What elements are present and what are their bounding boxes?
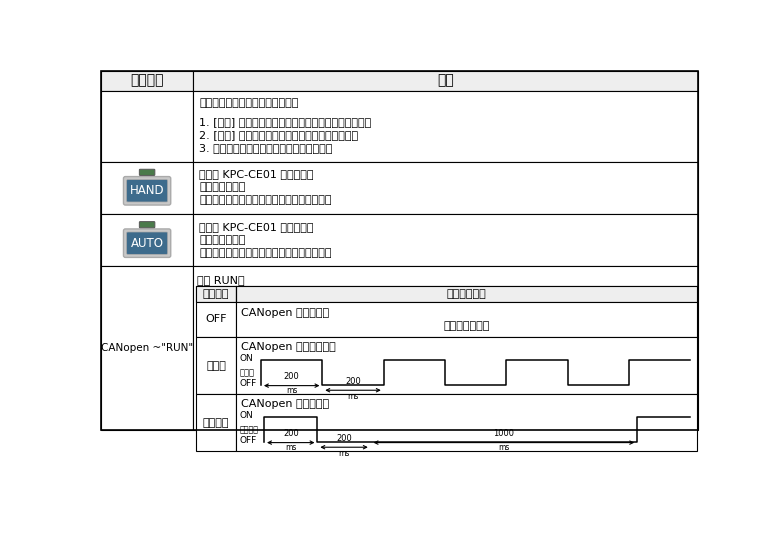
Text: CANopen ~"RUN": CANopen ~"RUN" <box>101 343 193 353</box>
Bar <box>196 302 236 337</box>
Text: 单次闪烁: 单次闪烁 <box>239 425 258 434</box>
Bar <box>193 162 698 214</box>
Bar <box>193 71 698 91</box>
Text: 闪烁中: 闪烁中 <box>239 368 254 377</box>
Bar <box>236 302 697 337</box>
Bar <box>101 162 193 214</box>
Text: ON: ON <box>239 411 253 420</box>
Text: ms: ms <box>498 443 509 452</box>
Text: 3. 闪烁：当转矩命令小于零，电机为正转时: 3. 闪烁：当转矩命令小于零，电机为正转时 <box>199 143 332 153</box>
Text: CANopen 在停止状态: CANopen 在停止状态 <box>241 399 329 409</box>
FancyBboxPatch shape <box>126 232 168 255</box>
Bar <box>196 286 697 302</box>
Text: HAND: HAND <box>129 184 165 197</box>
Text: CANopen 在预操作状态: CANopen 在预操作状态 <box>241 342 335 351</box>
Text: ms: ms <box>347 392 359 401</box>
Text: 自动灯号。自动时灯亮，灯灭代表手动模式。: 自动灯号。自动时灯亮，灯灭代表手动模式。 <box>199 248 332 258</box>
Bar <box>193 266 698 430</box>
Text: 灯号名称: 灯号名称 <box>130 74 164 87</box>
Bar <box>193 214 698 266</box>
Text: ms: ms <box>339 449 349 458</box>
Bar <box>101 214 193 266</box>
Bar <box>101 91 193 162</box>
Text: OFF: OFF <box>205 314 227 324</box>
Text: AUTO: AUTO <box>130 237 164 250</box>
FancyBboxPatch shape <box>140 169 155 175</box>
Text: 灯号亮灭情形: 灯号亮灭情形 <box>446 289 486 299</box>
Text: ms: ms <box>285 443 296 452</box>
Text: OFF: OFF <box>239 379 257 388</box>
Bar <box>236 286 697 302</box>
Text: （只有 KPC-CE01 有此功能）: （只有 KPC-CE01 有此功能） <box>199 169 314 179</box>
Text: 200: 200 <box>346 377 361 385</box>
Bar <box>196 286 236 302</box>
Text: 在转矩模式下的变频器运转方向灯: 在转矩模式下的变频器运转方向灯 <box>199 99 299 109</box>
FancyBboxPatch shape <box>123 229 171 257</box>
Bar <box>196 337 236 394</box>
Text: 1. [绿灯] 常亮：当转矩命令大于等于零，电机为正转时: 1. [绿灯] 常亮：当转矩命令大于等于零，电机为正转时 <box>199 117 371 127</box>
Text: 闪烁中: 闪烁中 <box>206 360 226 370</box>
Text: 运转中可做设定: 运转中可做设定 <box>199 234 246 245</box>
Bar <box>101 266 193 430</box>
Text: 灯号定义: 灯号定义 <box>203 289 229 299</box>
Text: ms: ms <box>286 387 297 395</box>
Bar <box>196 394 236 451</box>
FancyBboxPatch shape <box>126 180 168 202</box>
Text: 说明: 说明 <box>437 74 454 87</box>
Text: 单次闪烁: 单次闪烁 <box>203 418 229 428</box>
Text: 运转中可做设定: 运转中可做设定 <box>199 182 246 192</box>
Text: 200: 200 <box>283 429 299 438</box>
Bar <box>101 71 193 91</box>
Text: 无灯号亮灭情况: 无灯号亮灭情况 <box>443 321 490 330</box>
Bar <box>236 394 697 451</box>
Text: ON: ON <box>239 354 253 363</box>
Text: （只有 KPC-CE01 有此功能）: （只有 KPC-CE01 有此功能） <box>199 222 314 232</box>
Text: 绿灯 RUN：: 绿灯 RUN： <box>197 276 245 286</box>
Text: CANopen 在初始状态: CANopen 在初始状态 <box>241 308 329 318</box>
FancyBboxPatch shape <box>140 222 155 228</box>
Text: 2. [红灯] 常亮：当转矩命令小于零，电机为反转时: 2. [红灯] 常亮：当转矩命令小于零，电机为反转时 <box>199 130 358 140</box>
FancyBboxPatch shape <box>123 177 171 205</box>
Bar <box>236 337 697 394</box>
Text: 200: 200 <box>336 433 352 443</box>
Bar <box>101 71 698 430</box>
Text: 200: 200 <box>284 372 300 381</box>
Bar <box>193 91 698 162</box>
Text: 手动灯号。手动时灯亮，灯灭代表自动模式。: 手动灯号。手动时灯亮，灯灭代表自动模式。 <box>199 196 332 206</box>
Text: OFF: OFF <box>239 436 257 445</box>
Text: 1000: 1000 <box>494 429 514 438</box>
